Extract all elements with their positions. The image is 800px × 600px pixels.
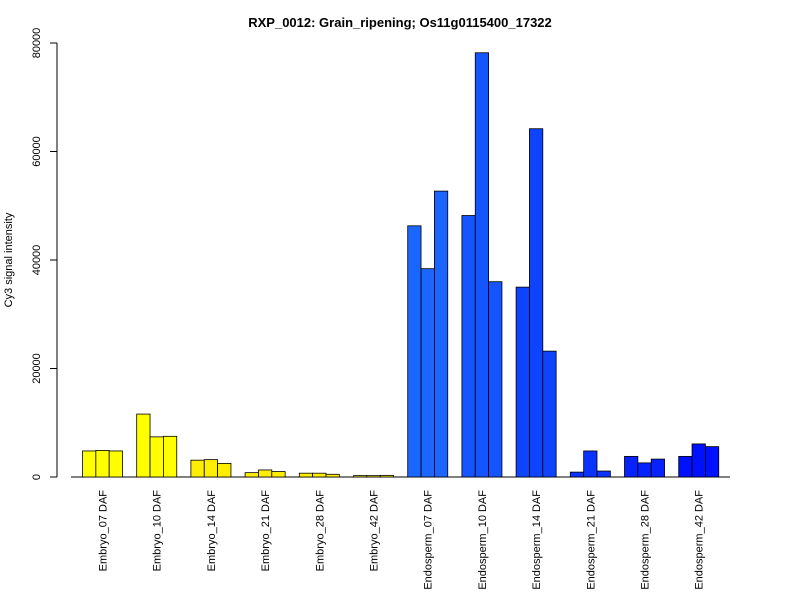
bar	[82, 450, 97, 478]
y-tick-label: 80000	[31, 28, 43, 59]
bar	[488, 281, 503, 478]
x-tick-label: Endosperm_10 DAF	[477, 490, 489, 590]
x-tick-label: Endosperm_21 DAF	[585, 490, 597, 590]
y-axis: 0 20000 40000 60000 80000	[31, 28, 58, 480]
bar	[461, 215, 476, 478]
bar	[407, 225, 422, 478]
bar	[325, 473, 340, 478]
bar	[529, 128, 544, 478]
bar	[217, 463, 232, 478]
bar	[298, 472, 314, 478]
y-tick-label: 60000	[31, 136, 43, 167]
bar	[650, 458, 665, 478]
x-tick-label: Embryo_10 DAF	[152, 490, 164, 572]
bar	[596, 470, 611, 478]
x-tick-label: Endosperm_42 DAF	[694, 490, 706, 590]
bar	[637, 462, 652, 478]
bar	[312, 472, 327, 478]
x-tick-label: Endosperm_14 DAF	[531, 490, 543, 590]
bar	[366, 475, 381, 478]
x-tick-label: Embryo_07 DAF	[98, 490, 110, 572]
x-tick-label: Embryo_42 DAF	[369, 490, 381, 572]
bar	[271, 471, 286, 478]
x-tick-labels: Embryo_07 DAF Embryo_10 DAF Embryo_14 DAF E…	[98, 490, 706, 590]
bar	[162, 435, 178, 478]
bar	[624, 455, 639, 478]
bar	[705, 446, 720, 478]
bars-group	[82, 52, 720, 478]
bar	[95, 450, 110, 478]
bar	[353, 475, 368, 478]
bar	[379, 474, 394, 478]
bar	[515, 286, 530, 478]
bar	[678, 455, 693, 478]
bar	[136, 413, 151, 478]
bar	[542, 350, 557, 478]
y-axis-label: Cy3 signal intensity	[3, 212, 15, 307]
bar	[569, 471, 585, 478]
x-tick-label: Embryo_21 DAF	[260, 490, 272, 572]
bar	[190, 459, 205, 478]
bar	[420, 268, 435, 478]
bar	[691, 443, 706, 478]
x-tick-label: Endosperm_07 DAF	[423, 490, 435, 590]
bar	[203, 459, 219, 478]
bar	[108, 450, 123, 478]
x-tick-label: Embryo_14 DAF	[206, 490, 218, 572]
bar	[244, 472, 259, 478]
y-tick-label: 0	[31, 474, 43, 480]
bar	[258, 469, 273, 478]
bar	[474, 52, 490, 478]
x-tick-label: Endosperm_28 DAF	[640, 490, 652, 590]
y-tick-label: 20000	[31, 353, 43, 384]
bar	[583, 450, 598, 478]
y-tick-label: 40000	[31, 245, 43, 276]
x-tick-label: Embryo_28 DAF	[314, 490, 326, 572]
chart-title: RXP_0012: Grain_ripening; Os11g0115400_1…	[248, 15, 552, 30]
bar	[433, 190, 449, 478]
bar	[149, 436, 164, 478]
